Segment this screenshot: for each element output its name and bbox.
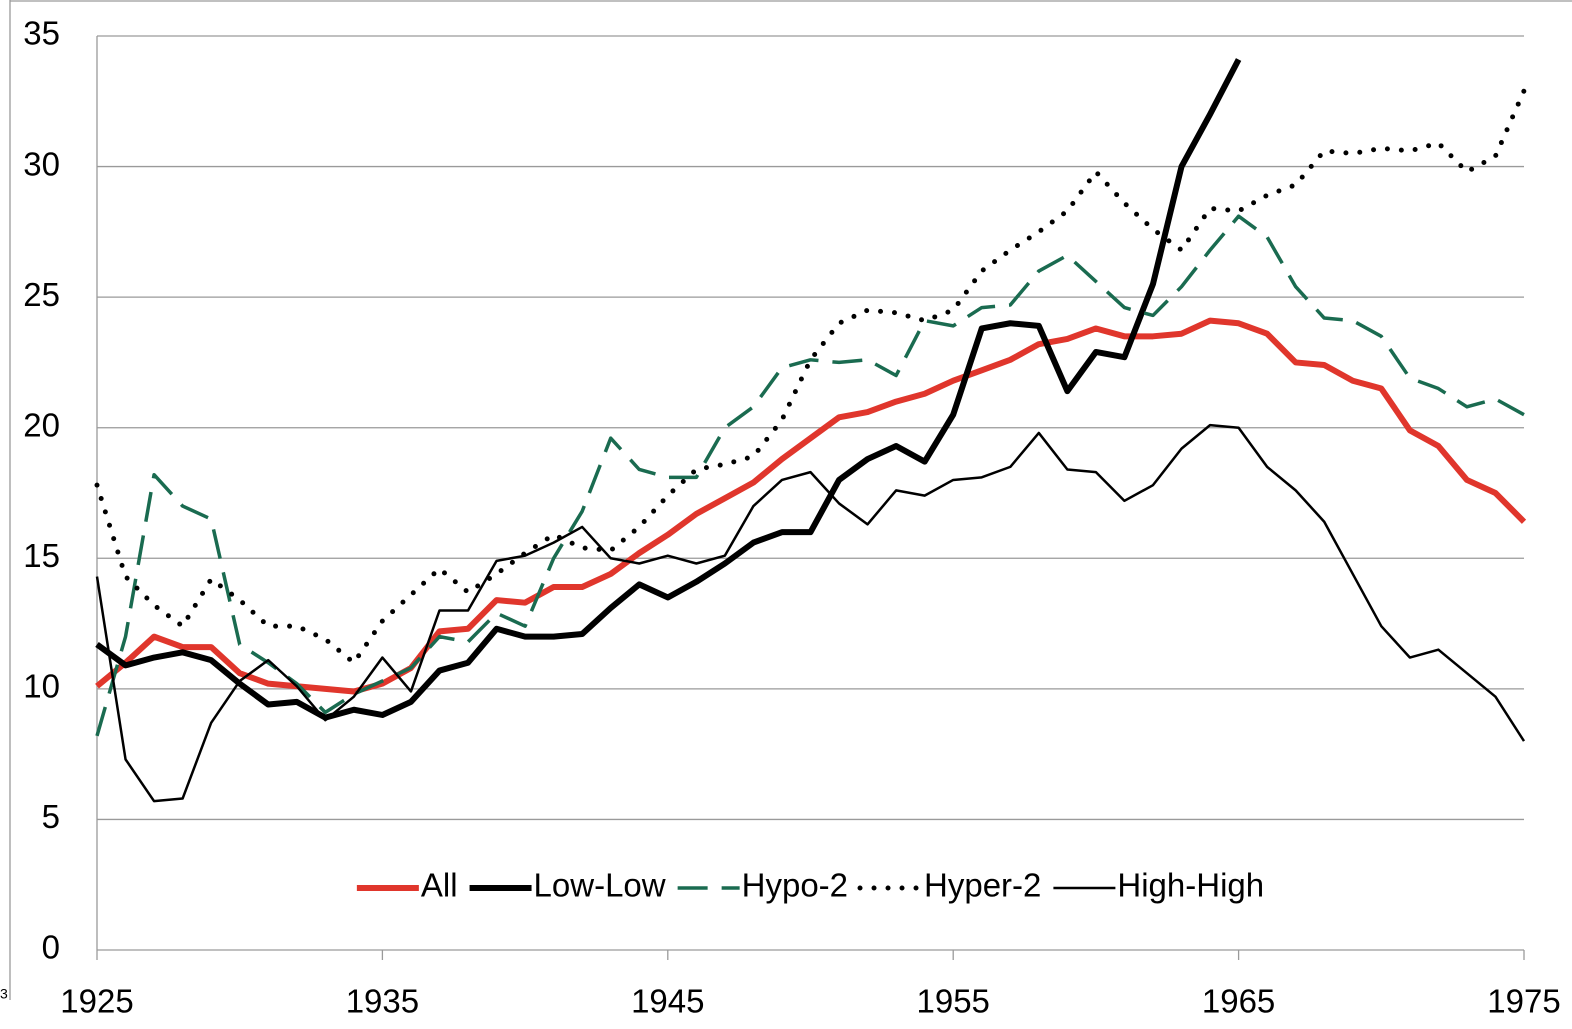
y-tick-label: 30 (23, 145, 60, 182)
series-line (95, 317, 1527, 695)
series-line (95, 423, 1526, 803)
legend-label: Low-Low (534, 867, 666, 904)
y-tick-label: 10 (23, 668, 60, 705)
y-tick-label: 25 (23, 276, 60, 313)
series-line (95, 58, 1242, 721)
series-line (94, 88, 1527, 666)
x-tick-label: 1945 (631, 983, 704, 1020)
y-tick-label: 35 (23, 15, 60, 52)
legend-label: All (421, 867, 458, 904)
legend-label: Hypo-2 (742, 867, 848, 904)
corner-text: 3 (0, 986, 8, 1002)
x-tick-label: 1955 (916, 983, 989, 1020)
legend-label: High-High (1117, 867, 1264, 904)
x-tick-label: 1925 (60, 983, 133, 1020)
y-tick-label: 5 (42, 798, 60, 835)
x-tick-label: 1935 (346, 983, 419, 1020)
series-line (95, 214, 1525, 737)
legend: All Low-Low Hypo-2 Hyper-2 High-High (356, 867, 1264, 904)
y-tick-label: 0 (42, 929, 60, 966)
legend-label: Hyper-2 (924, 867, 1041, 904)
x-tick-label: 1965 (1202, 983, 1275, 1020)
x-tick-label: 1975 (1487, 983, 1560, 1020)
y-tick-label: 15 (23, 537, 60, 574)
y-tick-label: 20 (23, 406, 60, 443)
